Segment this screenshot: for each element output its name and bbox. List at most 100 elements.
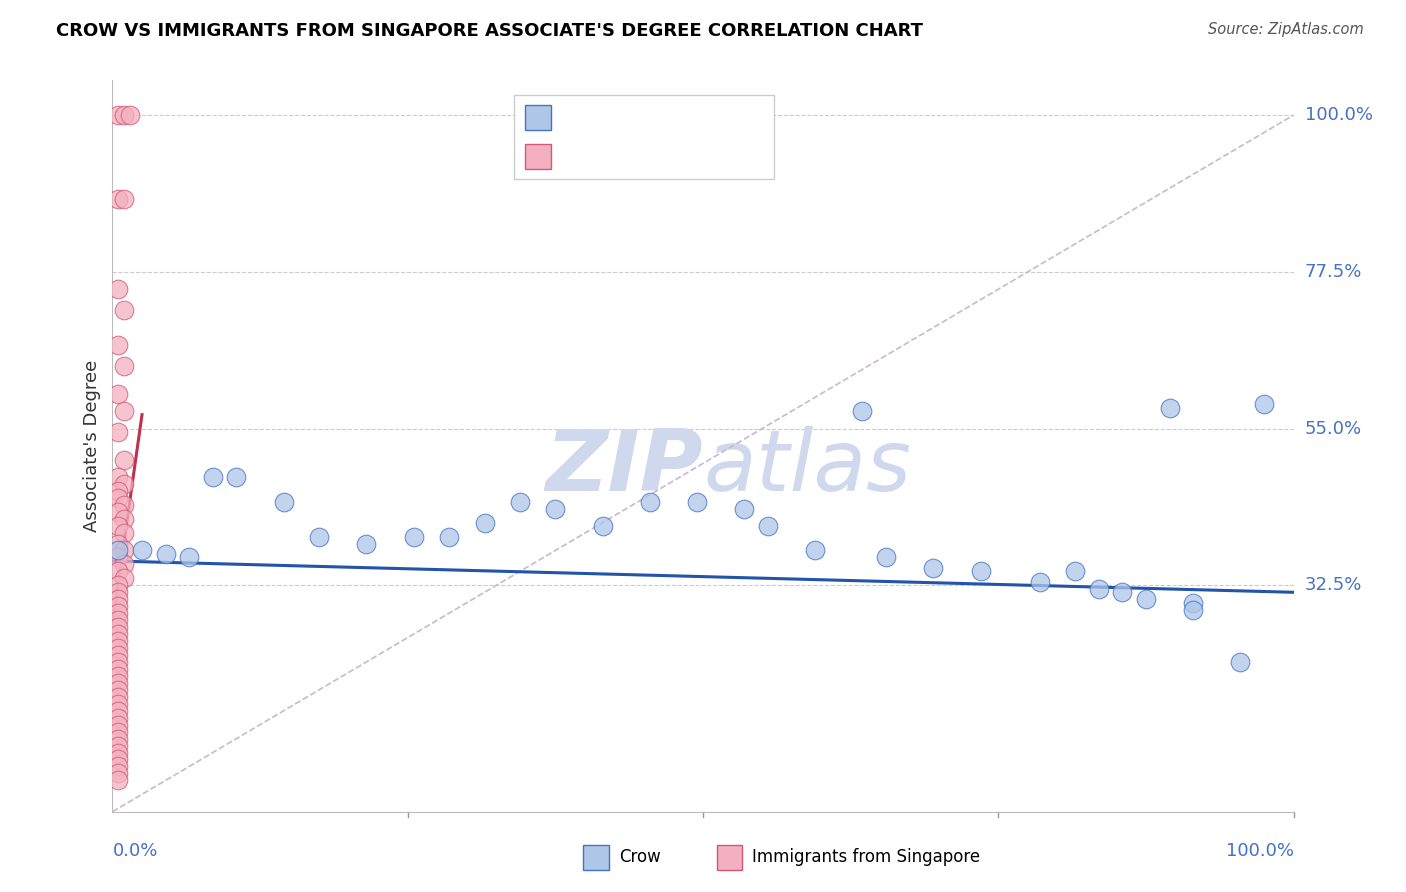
Point <box>107 578 129 592</box>
Text: R =: R = <box>560 110 598 128</box>
Point <box>1182 596 1205 610</box>
Text: 32.5%: 32.5% <box>1305 576 1362 594</box>
Point <box>107 690 129 704</box>
Point <box>308 530 330 544</box>
Point <box>875 550 897 565</box>
Point <box>474 516 496 530</box>
Point <box>107 752 129 766</box>
Point <box>107 717 129 731</box>
Point <box>437 530 460 544</box>
Text: 77.5%: 77.5% <box>1305 263 1362 281</box>
Point <box>112 512 135 526</box>
Point <box>1182 603 1205 617</box>
Point <box>107 640 129 655</box>
Point <box>1028 574 1050 589</box>
Point <box>804 543 827 558</box>
Point <box>638 494 661 508</box>
Point <box>733 501 755 516</box>
Point <box>107 662 129 676</box>
Point <box>1159 401 1181 415</box>
Point <box>201 470 224 484</box>
Point <box>112 303 135 318</box>
Point <box>107 731 129 746</box>
Point <box>107 565 129 579</box>
Point <box>107 543 129 558</box>
Point <box>592 519 614 533</box>
Text: ZIP: ZIP <box>546 426 703 509</box>
Point <box>107 704 129 718</box>
Point <box>107 282 129 296</box>
Text: 55.0%: 55.0% <box>1305 419 1362 438</box>
Point <box>107 425 129 439</box>
Point <box>107 108 129 122</box>
Point <box>273 494 295 508</box>
Point <box>509 494 531 508</box>
Y-axis label: Associate's Degree: Associate's Degree <box>83 359 101 533</box>
Point <box>1064 565 1087 579</box>
Text: 0.0%: 0.0% <box>112 842 157 860</box>
Point <box>179 550 201 565</box>
Point <box>155 547 177 561</box>
Text: -0.109: -0.109 <box>599 110 662 128</box>
Point <box>107 724 129 739</box>
Point <box>969 565 991 579</box>
Point <box>107 338 129 352</box>
Point <box>107 759 129 773</box>
Text: 57: 57 <box>697 146 721 164</box>
Text: 0.084: 0.084 <box>599 146 655 164</box>
Point <box>225 470 247 484</box>
Point <box>107 519 129 533</box>
Point <box>1087 582 1109 596</box>
Point <box>112 543 135 558</box>
Point <box>107 682 129 697</box>
Text: 100.0%: 100.0% <box>1226 842 1294 860</box>
Point <box>107 484 129 499</box>
Point <box>402 530 425 544</box>
Point <box>112 453 135 467</box>
Point <box>1135 592 1157 607</box>
Point <box>112 404 135 418</box>
Text: CROW VS IMMIGRANTS FROM SINGAPORE ASSOCIATE'S DEGREE CORRELATION CHART: CROW VS IMMIGRANTS FROM SINGAPORE ASSOCI… <box>56 22 924 40</box>
Point <box>356 536 378 550</box>
Text: Source: ZipAtlas.com: Source: ZipAtlas.com <box>1208 22 1364 37</box>
Point <box>107 606 129 620</box>
Point <box>107 711 129 725</box>
Point <box>112 477 135 491</box>
Point <box>107 655 129 669</box>
Point <box>1111 585 1133 599</box>
Point <box>107 585 129 599</box>
Point <box>112 108 135 122</box>
Point <box>112 359 135 373</box>
Point <box>107 676 129 690</box>
Point <box>107 697 129 711</box>
Point <box>756 519 779 533</box>
Text: 100.0%: 100.0% <box>1305 106 1372 124</box>
Point <box>131 543 153 558</box>
Point <box>112 498 135 512</box>
Point <box>112 558 135 572</box>
Point <box>112 192 135 206</box>
Point <box>851 404 873 418</box>
Point <box>107 634 129 648</box>
Text: Immigrants from Singapore: Immigrants from Singapore <box>752 848 980 866</box>
Point <box>107 627 129 641</box>
Point <box>1229 655 1251 669</box>
Point <box>107 766 129 780</box>
Point <box>544 501 567 516</box>
Point <box>107 470 129 484</box>
Point <box>107 599 129 614</box>
Point <box>107 192 129 206</box>
Text: atlas: atlas <box>703 426 911 509</box>
Point <box>112 526 135 541</box>
Point <box>107 648 129 662</box>
Point <box>1253 397 1275 411</box>
Text: 34: 34 <box>697 110 721 128</box>
Point <box>107 613 129 627</box>
Point <box>107 739 129 753</box>
Point <box>107 669 129 683</box>
Point <box>686 494 709 508</box>
Point <box>922 561 945 575</box>
Point <box>107 620 129 634</box>
Point <box>107 773 129 788</box>
Point <box>107 592 129 607</box>
